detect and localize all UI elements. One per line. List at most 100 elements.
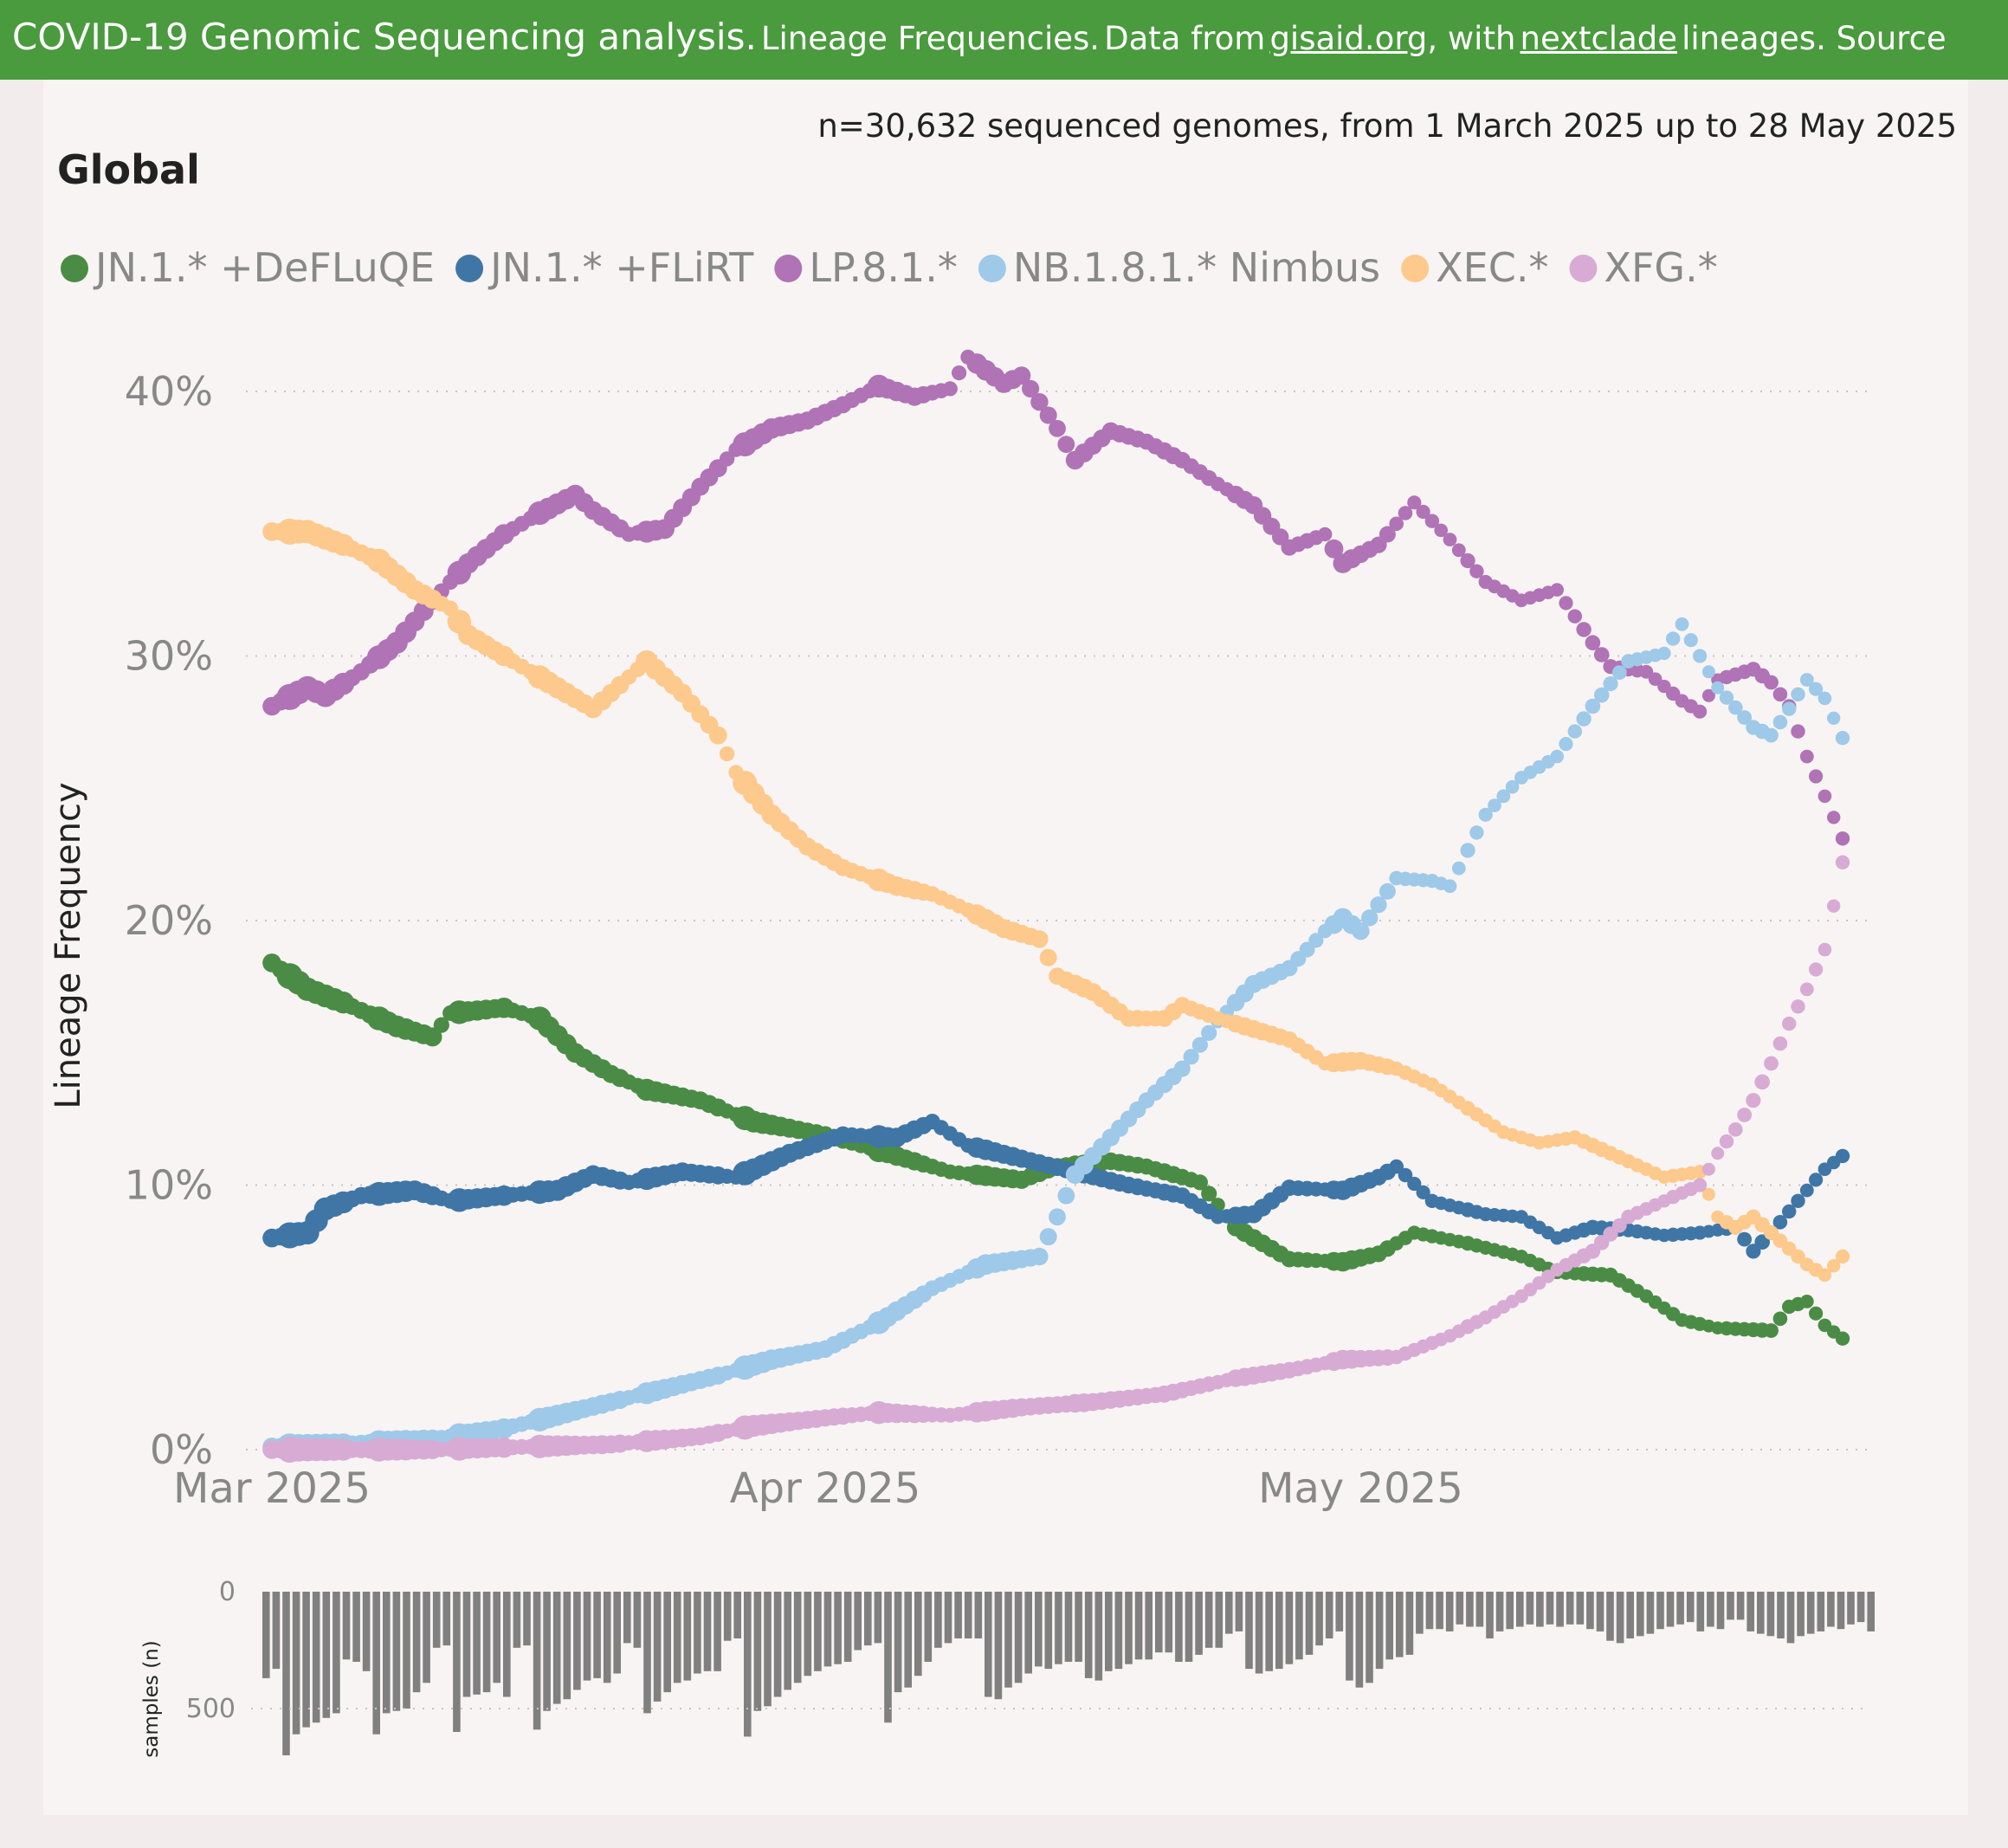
sample-bar — [1856, 1592, 1865, 1623]
sample-bar — [1806, 1592, 1815, 1634]
data-point — [1550, 749, 1564, 764]
legend-label: XFG.* — [1604, 244, 1717, 291]
data-point — [1693, 704, 1708, 719]
data-point — [1827, 811, 1841, 824]
legend-item-xfg[interactable]: XFG.* — [1569, 244, 1718, 291]
sample-bar — [1536, 1592, 1544, 1627]
sample-bar — [924, 1592, 933, 1662]
legend-item-lp-8-1[interactable]: LP.8.1.* — [774, 244, 958, 291]
chart-panel: n=30,632 sequenced genomes, from 1 March… — [43, 80, 1968, 1815]
sample-bar — [703, 1592, 712, 1671]
sample-bar — [1847, 1592, 1855, 1625]
legend-item-jn-1-flirt[interactable]: JN.1.* +FLiRT — [455, 244, 754, 291]
sample-bar — [1637, 1592, 1644, 1637]
data-point — [1308, 933, 1324, 948]
data-point — [1754, 1074, 1770, 1090]
data-point — [1701, 1187, 1715, 1201]
sample-bar — [1707, 1592, 1714, 1627]
x-axis: Mar 2025 Apr 2025 May 2025 — [173, 1464, 1463, 1513]
sample-bar — [1616, 1592, 1624, 1644]
header-bar: COVID-19 Genomic Sequencing analysis. Li… — [0, 0, 2008, 80]
data-point — [1469, 564, 1484, 578]
data-point — [1835, 1148, 1850, 1164]
data-point — [1407, 1176, 1422, 1192]
sample-bar — [1676, 1592, 1684, 1625]
gisaid-link[interactable]: gisaid.org — [1269, 20, 1428, 57]
data-point — [1496, 789, 1511, 804]
sample-bar — [1325, 1592, 1333, 1638]
sample-bar — [694, 1592, 701, 1674]
sample-bar — [1716, 1592, 1725, 1630]
series-jn-1-flirt — [262, 1114, 1850, 1259]
sample-bar — [944, 1592, 952, 1644]
sample-bar — [1757, 1592, 1765, 1634]
x-tick-label: Apr 2025 — [730, 1464, 920, 1513]
legend-item-xec[interactable]: XEC.* — [1401, 244, 1548, 291]
data-point — [1201, 1186, 1217, 1202]
data-point — [1799, 1183, 1814, 1198]
sample-bar — [864, 1592, 872, 1646]
sample-bar — [1495, 1592, 1504, 1632]
sample-bar — [432, 1592, 441, 1648]
data-point — [1818, 942, 1832, 957]
sample-bar — [1064, 1592, 1073, 1662]
sample-bar — [1075, 1592, 1082, 1662]
series-xec — [262, 518, 1850, 1283]
sample-bar — [1044, 1592, 1053, 1670]
data-point — [1057, 1186, 1075, 1205]
data-point — [1318, 527, 1333, 542]
sample-bar — [1646, 1592, 1655, 1634]
sample-bar — [1105, 1592, 1113, 1671]
sample-bar — [814, 1592, 822, 1671]
sample-bar — [894, 1592, 902, 1693]
data-point — [1746, 1093, 1761, 1108]
data-point — [1049, 1208, 1066, 1226]
sample-bar — [1275, 1592, 1283, 1670]
data-point — [1407, 495, 1422, 510]
data-point — [1809, 682, 1824, 696]
data-point — [1799, 1295, 1814, 1308]
data-point — [1039, 948, 1057, 966]
sample-bar — [1355, 1592, 1364, 1688]
data-point — [1389, 1159, 1404, 1174]
sample-bar — [1385, 1592, 1393, 1660]
sample-bar — [1084, 1592, 1093, 1678]
data-point — [1719, 690, 1734, 705]
sample-bar — [733, 1592, 741, 1638]
legend-item-nb-1-8-1-nimbus[interactable]: NB.1.8.1.* Nimbus — [978, 244, 1380, 291]
sample-bar — [292, 1592, 300, 1735]
sample-bar — [1837, 1592, 1845, 1630]
data-point — [1809, 1306, 1824, 1321]
data-point — [1666, 631, 1681, 646]
sample-bar — [854, 1592, 862, 1651]
data-point — [1835, 731, 1850, 746]
data-point — [1791, 1193, 1805, 1209]
sample-bar — [1145, 1592, 1153, 1660]
sample-bar — [1747, 1592, 1754, 1632]
data-point — [1693, 649, 1708, 663]
data-point — [1443, 879, 1457, 894]
data-point — [1648, 672, 1663, 686]
data-point — [1378, 882, 1396, 900]
data-point — [1585, 635, 1601, 650]
sample-bar — [673, 1592, 681, 1683]
sample-bar — [563, 1592, 571, 1700]
samples-axis: 0 500 — [186, 1577, 1870, 1724]
header-title: COVID-19 Genomic Sequencing analysis. — [12, 16, 757, 58]
sample-bar — [1155, 1592, 1163, 1653]
sample-bar — [262, 1592, 270, 1678]
data-point — [1827, 899, 1841, 913]
data-point — [1398, 506, 1413, 520]
sample-bar — [1666, 1592, 1675, 1627]
y-tick-label: 40% — [125, 368, 213, 415]
data-point — [1603, 676, 1618, 692]
data-point — [1567, 609, 1583, 624]
data-point — [1424, 514, 1440, 528]
sample-bar — [1125, 1592, 1133, 1664]
legend-item-jn-1-defluqe[interactable]: JN.1.* +DeFLuQE — [61, 244, 435, 291]
data-point — [1791, 724, 1805, 739]
sample-bar — [1606, 1592, 1614, 1641]
data-point — [1460, 843, 1475, 858]
nextclade-link[interactable]: nextclade — [1520, 20, 1678, 57]
header-source[interactable]: lineages. Source — [1682, 20, 1947, 57]
